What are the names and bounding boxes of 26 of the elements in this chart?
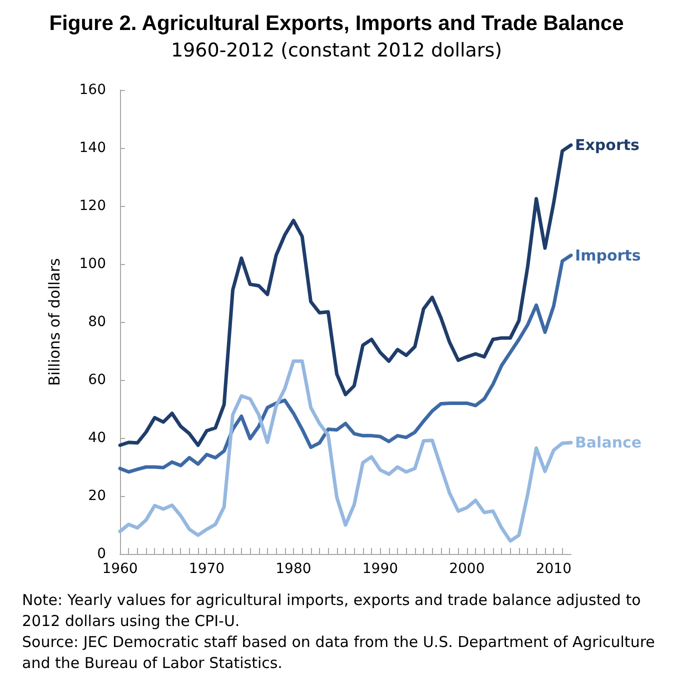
x-tick-label: 2010 [536, 561, 572, 577]
y-axis-title: Billions of dollars [46, 258, 64, 386]
y-tick-label: 40 [88, 430, 106, 446]
x-tick-label: 2000 [449, 561, 485, 577]
y-tick-label: 20 [88, 488, 106, 504]
chart-title: Figure 2. Agricultural Exports, Imports and Trade Balance [49, 12, 624, 35]
line-series [118, 254, 573, 474]
text: Note: Yearly values for agricultural imports, exports and trade balance adjusted to 2012 dollars using the CPI-U. [22, 590, 642, 632]
line-series [118, 359, 573, 543]
y-tick-label: 120 [79, 198, 106, 214]
y-tick-label: 0 [97, 546, 106, 562]
y-tick-label: 140 [79, 140, 106, 156]
y-tick-label: 160 [79, 82, 106, 98]
x-tick-label: 1990 [362, 561, 398, 577]
y-tick-label: 100 [79, 256, 106, 272]
series-label: Imports [575, 246, 641, 264]
y-tick-label: 80 [88, 314, 106, 330]
x-tick-label: 1980 [276, 561, 312, 577]
x-tick-label: 1960 [102, 561, 138, 577]
x-tick-label: 1970 [188, 561, 225, 577]
y-tick-label: 60 [88, 372, 106, 388]
series-label: Exports [575, 136, 640, 154]
series-label: Balance [575, 434, 642, 452]
line-series [118, 143, 573, 447]
source-note: Source: JEC Democratic staff based on data from the U.S. Department of Agriculture and the Bureau of Labor Statistics. [22, 632, 656, 674]
chart-subtitle: 1960-2012 (constant 2012 dollars) [170, 40, 502, 62]
